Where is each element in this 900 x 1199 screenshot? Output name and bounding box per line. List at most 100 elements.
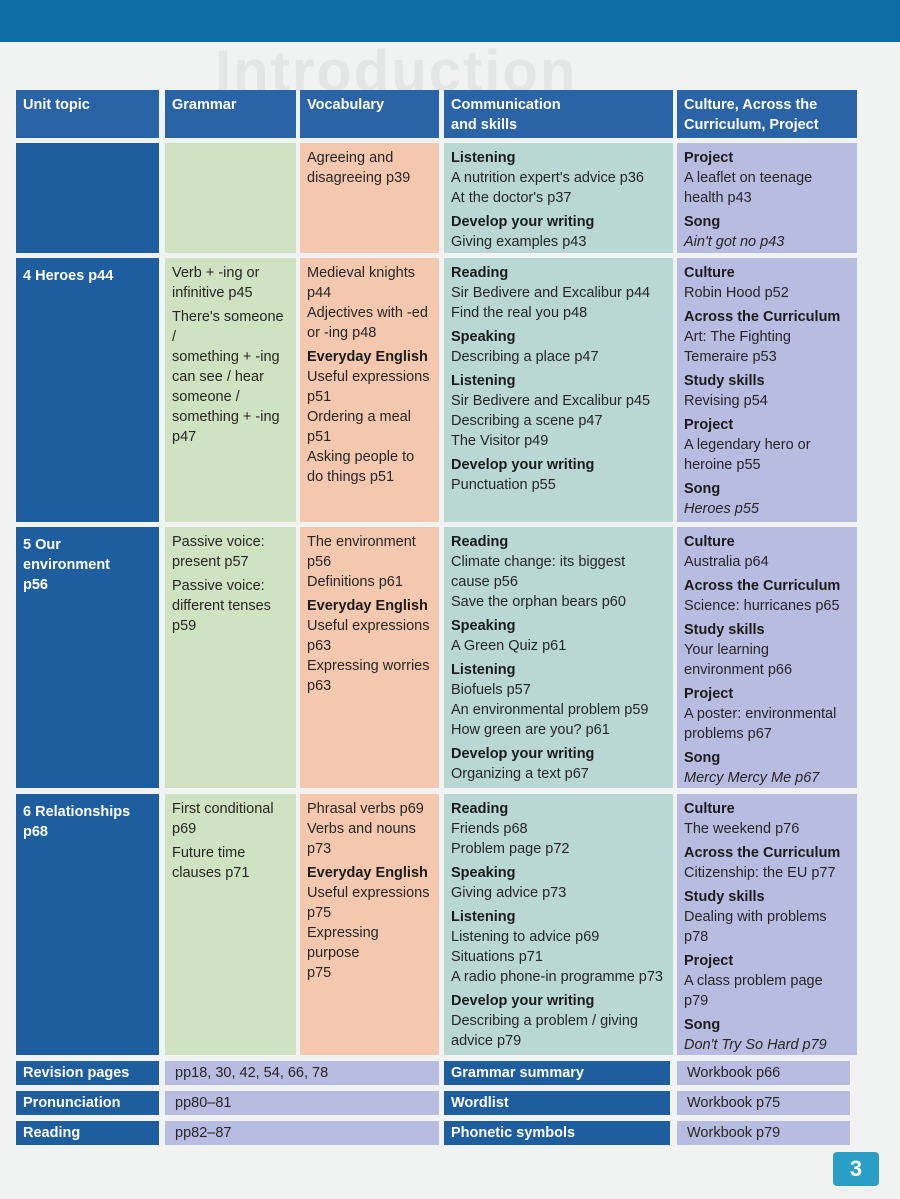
entry-line: Verb + -ing or bbox=[172, 265, 260, 281]
unit-title: 5 Our bbox=[23, 537, 61, 553]
content-block: Future time clauses p71 bbox=[172, 843, 289, 883]
entry-line: First conditional bbox=[172, 801, 274, 817]
entry-line: A radio phone-in programme p73 bbox=[451, 969, 663, 985]
content-block: Passive voice: different tenses p59 bbox=[172, 576, 289, 636]
grammar-cell bbox=[165, 143, 296, 253]
vocabulary-cell: Agreeing and disagreeing p39 bbox=[300, 143, 439, 253]
header-culture: Culture, Across the Curriculum, Project bbox=[677, 90, 857, 138]
content-block: Song Ain't got no p43 bbox=[684, 212, 850, 252]
entry-line: Climate change: its biggest bbox=[451, 554, 626, 570]
header-line: Curriculum, Project bbox=[684, 117, 819, 133]
entry-line: cause p56 bbox=[451, 574, 518, 590]
entry-line: problems p67 bbox=[684, 726, 772, 742]
section-heading: Develop your writing bbox=[451, 214, 595, 230]
header-grammar: Grammar bbox=[165, 90, 296, 138]
content-block: The environment p56 Definitions p61 bbox=[307, 532, 432, 592]
section-heading: Study skills bbox=[684, 622, 765, 638]
entry-line: p78 bbox=[684, 929, 709, 945]
content-block: Develop your writing Giving examples p43 bbox=[451, 212, 666, 252]
entry-line: How green are you? p61 bbox=[451, 722, 610, 738]
culture-cell: Culture Australia p64 Across the Curriculu… bbox=[677, 527, 857, 788]
entry-line: Expressing worries bbox=[307, 658, 430, 674]
entry-line: The Visitor p49 bbox=[451, 433, 549, 449]
entry-line: do things p51 bbox=[307, 469, 395, 485]
entry-line: something + -ing bbox=[172, 409, 280, 425]
content-block: Speaking Describing a place p47 bbox=[451, 327, 666, 367]
entry-line: p69 bbox=[172, 821, 197, 837]
unit-topic-cell: 4 Heroes p44 bbox=[16, 258, 159, 522]
entry-line: The environment bbox=[307, 534, 416, 550]
content-block: Song Don't Try So Hard p79 bbox=[684, 1015, 850, 1055]
entry-line: present p57 bbox=[172, 554, 249, 570]
unit-title: p68 bbox=[23, 824, 48, 840]
content-block: Speaking Giving advice p73 bbox=[451, 863, 666, 903]
reference-pages: pp82–87 bbox=[165, 1121, 439, 1145]
entry-line: Passive voice: bbox=[172, 534, 265, 550]
content-block: Phrasal verbs p69 Verbs and nouns p73 bbox=[307, 799, 432, 859]
content-block: Medieval knights p44 Adjectives with -ed or… bbox=[307, 263, 432, 343]
header-line: Communication bbox=[451, 97, 561, 113]
culture-cell: Culture The weekend p76 Across the Curricu… bbox=[677, 794, 857, 1055]
content-block: Across the Curriculum Citizenship: the EU… bbox=[684, 843, 850, 883]
section-heading: Develop your writing bbox=[451, 457, 595, 473]
content-block: Agreeing and disagreeing p39 bbox=[307, 148, 432, 188]
content-block: Passive voice: present p57 bbox=[172, 532, 289, 572]
entry-line: Giving examples p43 bbox=[451, 234, 587, 250]
vocabulary-cell: The environment p56 Definitions p61 Everyda… bbox=[300, 527, 439, 788]
entry-line: Situations p71 bbox=[451, 949, 543, 965]
content-block: Song Mercy Mercy Me p67 bbox=[684, 748, 850, 788]
content-block: Listening Listening to advice p69 Situatio… bbox=[451, 907, 666, 987]
section-heading: Everyday English bbox=[307, 349, 428, 365]
entry-line: Punctuation p55 bbox=[451, 477, 556, 493]
content-block: Develop your writing Punctuation p55 bbox=[451, 455, 666, 495]
entry-line: p73 bbox=[307, 841, 332, 857]
content-block: Reading Climate change: its biggest cause … bbox=[451, 532, 666, 612]
content-block: Verb + -ing or infinitive p45 bbox=[172, 263, 289, 303]
entry-line: p44 bbox=[307, 285, 332, 301]
entry-line: infinitive p45 bbox=[172, 285, 253, 301]
entry-line: Don't Try So Hard p79 bbox=[684, 1037, 827, 1053]
entry-line: Expressing purpose bbox=[307, 925, 379, 961]
entry-line: Find the real you p48 bbox=[451, 305, 588, 321]
unit-title: 6 Relationships bbox=[23, 804, 131, 820]
reference-pages: pp18, 30, 42, 54, 66, 78 bbox=[165, 1061, 439, 1085]
section-heading: Culture bbox=[684, 801, 735, 817]
entry-line: A poster: environmental bbox=[684, 706, 837, 722]
content-block: Speaking A Green Quiz p61 bbox=[451, 616, 666, 656]
entry-line: Useful expressions bbox=[307, 885, 430, 901]
entry-line: A class problem page bbox=[684, 973, 823, 989]
entry-line: Science: hurricanes p65 bbox=[684, 598, 840, 614]
entry-line: Temeraire p53 bbox=[684, 349, 777, 365]
content-block: Culture The weekend p76 bbox=[684, 799, 850, 839]
content-block: There's someone / something + -ing can see… bbox=[172, 307, 289, 447]
entry-line: Medieval knights bbox=[307, 265, 415, 281]
entry-line: p63 bbox=[307, 638, 332, 654]
entry-line: p79 bbox=[684, 993, 709, 1009]
content-block: Project A leaflet on teenage health p43 bbox=[684, 148, 850, 208]
reference-label: Grammar summary bbox=[444, 1061, 670, 1085]
content-block: Project A class problem page p79 bbox=[684, 951, 850, 1011]
section-heading: Speaking bbox=[451, 618, 516, 634]
content-block: Study skills Revising p54 bbox=[684, 371, 850, 411]
entry-line: A leaflet on teenage bbox=[684, 170, 813, 186]
section-heading: Listening bbox=[451, 373, 516, 389]
entry-line: Agreeing and bbox=[307, 150, 394, 166]
header-communication: Communication and skills bbox=[444, 90, 673, 138]
entry-line: p51 bbox=[307, 429, 332, 445]
entry-line: Verbs and nouns bbox=[307, 821, 416, 837]
content-block: Project A poster: environmental problems p… bbox=[684, 684, 850, 744]
section-heading: Develop your writing bbox=[451, 993, 595, 1009]
section-heading: Song bbox=[684, 481, 721, 497]
culture-cell: Project A leaflet on teenage health p43 Son… bbox=[677, 143, 857, 253]
reference-workbook: Workbook p79 bbox=[677, 1121, 850, 1145]
content-block: Study skills Dealing with problems p78 bbox=[684, 887, 850, 947]
reference-workbook: Workbook p75 bbox=[677, 1091, 850, 1115]
entry-line: p59 bbox=[172, 618, 197, 634]
grammar-cell: Passive voice: present p57 Passive voice: d… bbox=[165, 527, 296, 788]
entry-line: can see / hear bbox=[172, 369, 264, 385]
entry-line: Revising p54 bbox=[684, 393, 768, 409]
reference-workbook: Workbook p66 bbox=[677, 1061, 850, 1085]
reference-label: Phonetic symbols bbox=[444, 1121, 670, 1145]
section-heading: Reading bbox=[451, 265, 509, 281]
entry-line: Describing a scene p47 bbox=[451, 413, 603, 429]
